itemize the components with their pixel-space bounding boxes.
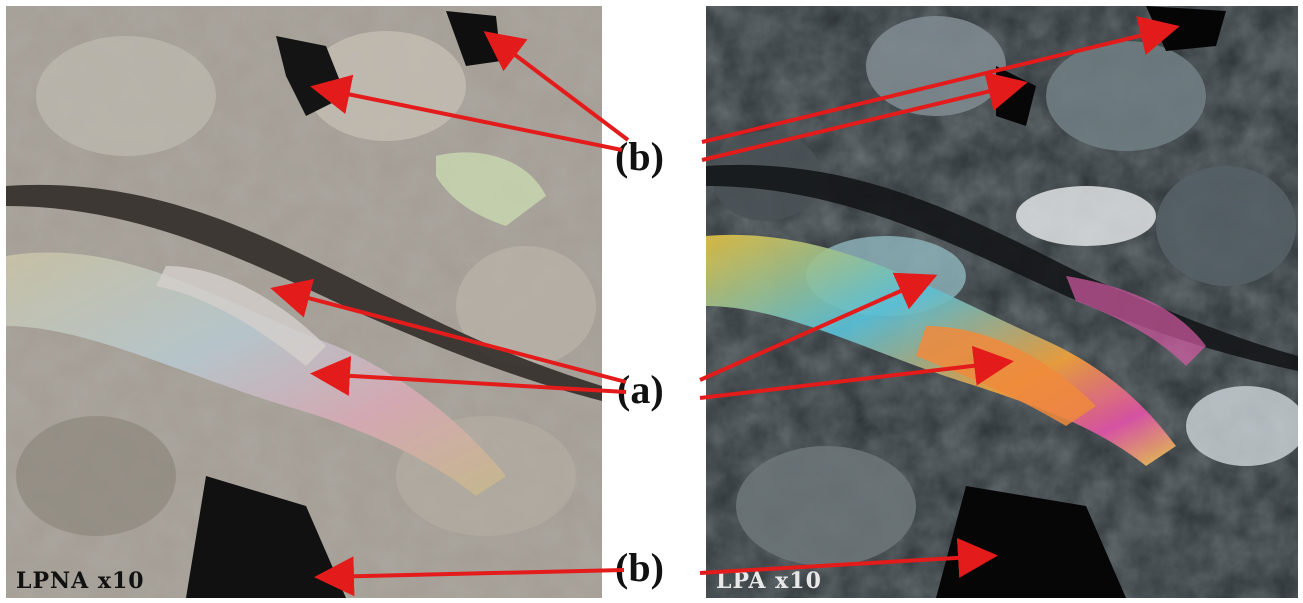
label-b-bottom: (b) bbox=[615, 545, 664, 590]
micrograph-right-image bbox=[706, 6, 1298, 598]
micrograph-left-image bbox=[6, 6, 602, 598]
micrograph-plane-polarized: LPNA x10 bbox=[6, 6, 602, 598]
label-b-top: (b) bbox=[615, 134, 664, 179]
label-a-middle: (a) bbox=[617, 367, 664, 412]
micrograph-cross-polarized: LPA x10 bbox=[706, 6, 1298, 598]
right-panel-caption: LPA x10 bbox=[716, 568, 822, 594]
left-panel-caption: LPNA x10 bbox=[16, 568, 145, 594]
